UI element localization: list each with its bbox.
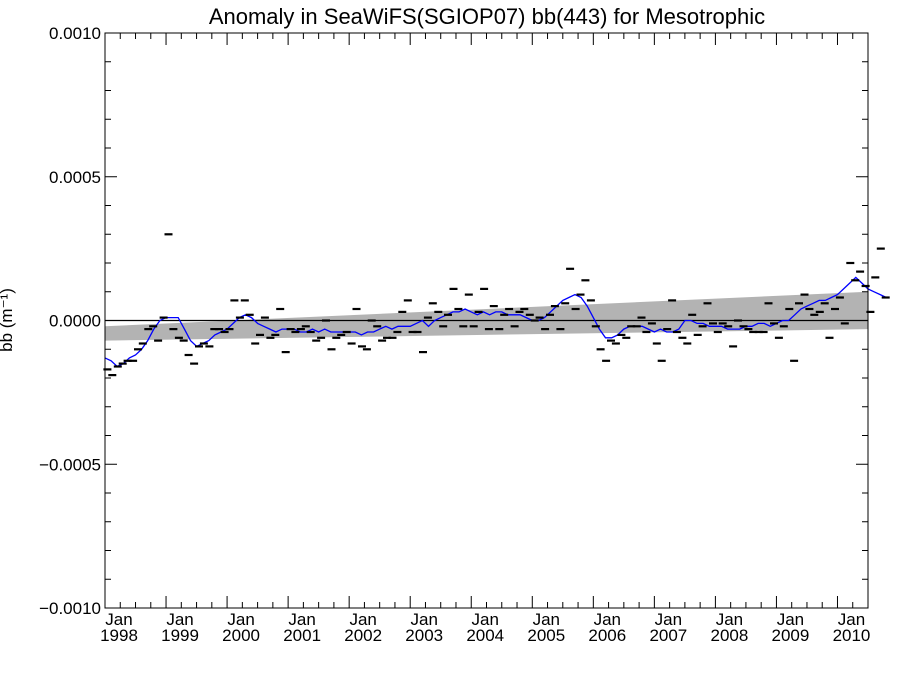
x-tick-label-month: Jan — [533, 610, 560, 629]
x-tick-label-year: 2006 — [588, 626, 626, 645]
chart-title: Anomaly in SeaWiFS(SGIOP07) bb(443) for … — [209, 4, 765, 29]
x-tick-label-month: Jan — [166, 610, 193, 629]
x-tick-label-month: Jan — [227, 610, 254, 629]
x-tick-label-month: Jan — [105, 610, 132, 629]
smoothed-series-line — [104, 276, 887, 368]
x-tick-label-year: 1999 — [161, 626, 199, 645]
x-tick-label-month: Jan — [716, 610, 743, 629]
y-axis-label: bb (m⁻¹) — [0, 288, 16, 352]
y-tick-label: −0.0010 — [39, 599, 101, 618]
trend-band-layer — [105, 291, 868, 341]
y-tick-label: 0.0000 — [49, 312, 101, 331]
x-tick-label-year: 2003 — [405, 626, 443, 645]
x-tick-label-month: Jan — [472, 610, 499, 629]
x-tick-label-year: 2004 — [466, 626, 504, 645]
y-tick-label: −0.0005 — [39, 455, 101, 474]
y-tick-label: 0.0010 — [49, 24, 101, 43]
x-tick-label-month: Jan — [349, 610, 376, 629]
x-tick-label-year: 2000 — [222, 626, 260, 645]
x-tick-label-month: Jan — [838, 610, 865, 629]
x-tick-label-month: Jan — [288, 610, 315, 629]
x-tick-label-month: Jan — [655, 610, 682, 629]
x-tick-label-year: 2008 — [710, 626, 748, 645]
x-tick-label-year: 2002 — [344, 626, 382, 645]
x-tick-label-year: 1998 — [100, 626, 138, 645]
smoothed-series-layer — [104, 276, 887, 368]
x-tick-label-year: 2009 — [772, 626, 810, 645]
x-tick-label-year: 2010 — [833, 626, 871, 645]
axes-layer: 0.00100.00050.0000−0.0005−0.0010Jan1998J… — [39, 24, 870, 645]
x-tick-label-month: Jan — [410, 610, 437, 629]
x-tick-label-month: Jan — [594, 610, 621, 629]
x-tick-label-year: 2005 — [527, 626, 565, 645]
x-tick-label-year: 2007 — [649, 626, 687, 645]
y-tick-label: 0.0005 — [49, 168, 101, 187]
x-tick-label-year: 2001 — [283, 626, 321, 645]
anomaly-points-layer — [103, 233, 890, 377]
x-tick-label-month: Jan — [777, 610, 804, 629]
trend-band — [105, 291, 868, 341]
